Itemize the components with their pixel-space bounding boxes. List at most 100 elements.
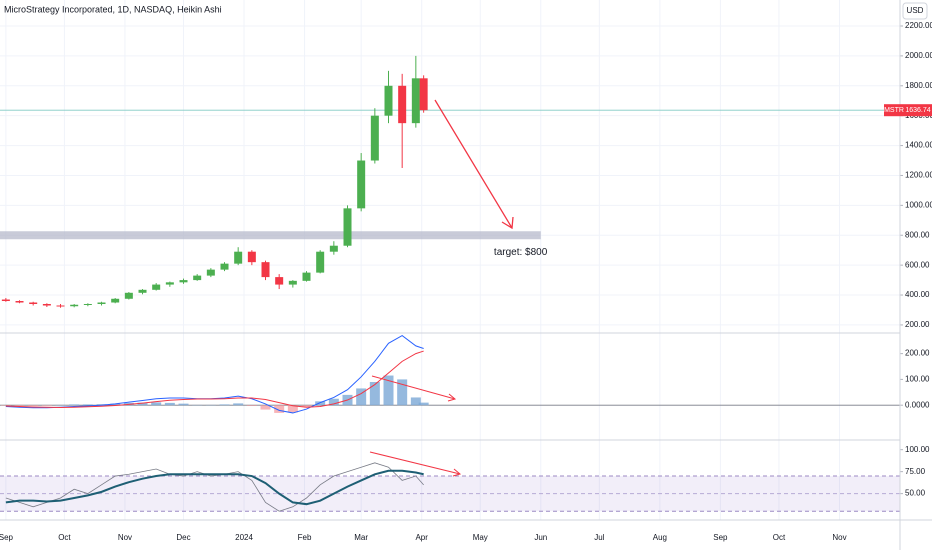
candle-body: [97, 302, 106, 305]
candle-body: [302, 272, 311, 281]
histogram-bar: [315, 401, 326, 406]
candle-body: [398, 85, 407, 124]
x-tick-label: Oct: [58, 533, 71, 542]
last-price-label: 1636.74: [905, 107, 930, 114]
candle-body: [275, 277, 284, 285]
rsi-line: [5, 469, 424, 506]
histogram-bar: [69, 404, 80, 406]
candle-body: [247, 251, 256, 263]
candle-body: [193, 275, 202, 281]
x-tick-label: Mar: [354, 533, 368, 542]
candle-body: [343, 208, 352, 246]
x-tick-label: Dec: [176, 533, 190, 542]
y-tick-label: 0.0000: [905, 400, 930, 409]
histogram-bar: [137, 402, 148, 406]
histogram-bar: [0, 405, 11, 406]
x-tick-label: May: [473, 533, 488, 542]
macd-line: [5, 334, 424, 414]
candle-body: [70, 304, 79, 307]
histogram-bar: [260, 405, 271, 410]
histogram-bar: [164, 402, 175, 406]
candle-body: [179, 280, 188, 283]
macd-line: [5, 350, 424, 409]
arrow: [371, 375, 456, 400]
histogram-bar: [233, 403, 244, 406]
histogram-bar: [14, 405, 25, 406]
last-price-tag: [904, 104, 932, 117]
candle-body: [56, 305, 65, 307]
histogram-bar: [397, 379, 408, 406]
x-tick-label: Aug: [653, 533, 667, 542]
histogram-bar: [356, 388, 367, 406]
histogram-bar: [28, 405, 39, 406]
histogram-bar: [219, 404, 230, 406]
candle-body: [288, 280, 297, 285]
y-tick-label: 1800.00: [905, 81, 932, 90]
arrow: [434, 99, 513, 229]
histogram-bar: [383, 375, 394, 406]
histogram-bar: [41, 405, 52, 406]
x-tick-label: Apr: [415, 533, 428, 542]
candle-body: [138, 289, 147, 293]
histogram-bar: [287, 405, 298, 413]
symbol-label: MSTR: [884, 107, 904, 114]
x-tick-label: Feb: [298, 533, 312, 542]
y-tick-label: 1000.00: [905, 200, 932, 209]
x-tick-label: Jul: [594, 533, 604, 542]
candle-body: [111, 298, 120, 303]
histogram-bar: [82, 404, 93, 406]
candle-body: [1, 299, 10, 302]
histogram-bar: [110, 403, 121, 406]
candle-body: [316, 251, 325, 273]
y-tick-label: 50.00: [905, 489, 926, 498]
annotation-arrows: [369, 99, 514, 477]
histogram-bar: [410, 397, 421, 406]
arrow-head: [452, 468, 462, 477]
candle-body: [261, 262, 270, 278]
x-tick-label: Sep: [0, 533, 14, 542]
y-tick-label: 100.00: [905, 445, 930, 454]
y-tick-label: 2200.00: [905, 21, 932, 30]
candle-body: [411, 78, 420, 124]
histogram-bar: [328, 398, 339, 406]
candle-body: [206, 269, 215, 276]
histogram-bar: [418, 402, 429, 406]
chart-title: MicroStrategy Incorporated, 1D, NASDAQ, …: [4, 4, 222, 14]
arrow-head: [447, 393, 457, 402]
y-tick-label: 200.00: [905, 349, 930, 358]
symbol-tag: [884, 104, 904, 117]
histogram-bar: [151, 402, 162, 406]
x-tick-label: Jun: [534, 533, 547, 542]
arrow-head: [501, 216, 514, 230]
currency: USD: [907, 6, 924, 15]
y-tick-label: 100.00: [905, 375, 930, 384]
candle-body: [234, 251, 243, 264]
y-tick-label: 600.00: [905, 260, 930, 269]
x-tick-label: Sep: [713, 533, 728, 542]
y-tick-label: 75.00: [905, 467, 926, 476]
histogram-bar: [301, 405, 312, 407]
histogram-bar: [369, 381, 380, 406]
level-label: target: $800: [494, 247, 548, 258]
candle-body: [419, 78, 428, 111]
x-tick-label: Nov: [832, 533, 846, 542]
histogram-bar: [96, 404, 107, 406]
histogram-bar: [274, 405, 285, 413]
candle-body: [152, 284, 161, 290]
support-band: [0, 231, 541, 240]
x-tick-label: 2024: [235, 533, 253, 542]
y-tick-label: 1200.00: [905, 171, 932, 180]
currency-box: [902, 2, 928, 20]
candle-body: [370, 115, 379, 161]
candle-body: [15, 301, 24, 303]
candle-body: [384, 85, 393, 116]
candle-body: [329, 245, 338, 252]
arrow: [369, 451, 461, 475]
candle-body: [83, 304, 92, 306]
candle-body: [220, 263, 229, 270]
price-tag: MSTR 1636.74: [884, 104, 932, 117]
candle-body: [29, 302, 38, 305]
candle-body: [357, 160, 366, 209]
